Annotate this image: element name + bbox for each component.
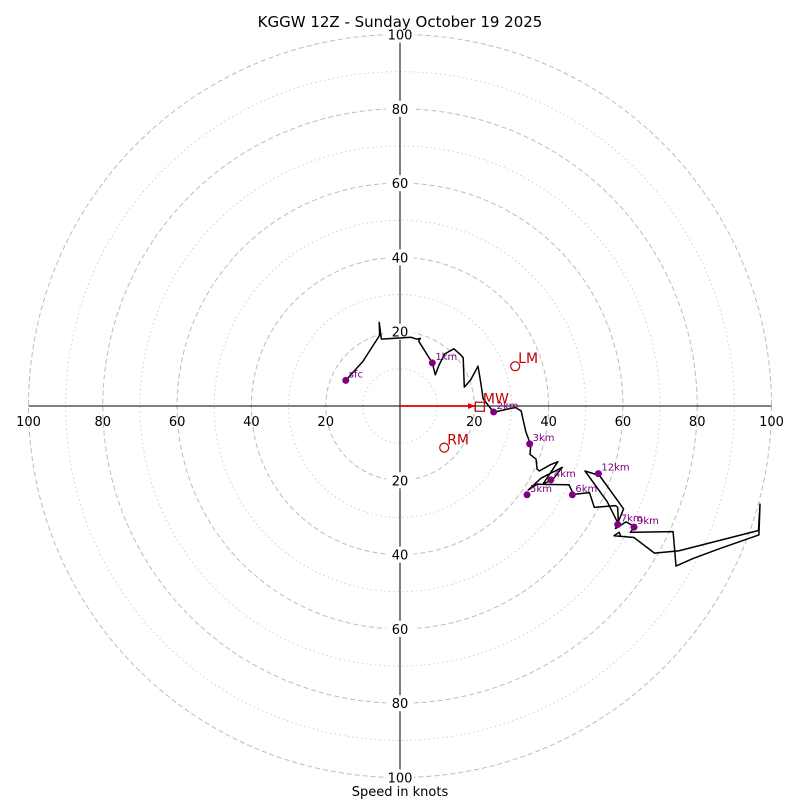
height-label-4km: 4km — [554, 469, 576, 480]
x-axis-label: Speed in knots — [352, 785, 449, 800]
hodograph-series — [345, 321, 761, 567]
height-marker-2km — [490, 408, 498, 416]
motion-label-rm: RM — [447, 433, 469, 449]
x-tick-label: 60 — [615, 415, 632, 430]
height-marker-4km — [547, 476, 555, 484]
motion-label-lm: LM — [518, 351, 538, 367]
y-tick-label: 60 — [392, 177, 409, 192]
height-marker-9km — [630, 523, 638, 531]
motion-marker-mw — [474, 401, 485, 412]
y-tick-label-bg — [386, 26, 414, 43]
height-label-7km: 7km — [621, 514, 643, 525]
height-marker-12km — [594, 470, 602, 478]
chart-title: KGGW 12Z - Sunday October 19 2025 — [258, 13, 543, 31]
height-marker-sfc — [342, 376, 350, 384]
height-marker-5km — [523, 491, 531, 499]
height-label-sfc: sfc — [349, 369, 363, 380]
motion-marker-lm — [510, 361, 521, 372]
x-tick-label: 100 — [759, 415, 784, 430]
y-tick-label: 20 — [392, 474, 409, 489]
x-tick-label: 80 — [95, 415, 112, 430]
y-tick-label: 60 — [392, 623, 409, 638]
y-tick-label-bg — [386, 695, 414, 712]
y-tick-label-bg — [386, 620, 414, 637]
x-tick-label: 80 — [689, 415, 706, 430]
height-marker-6km — [568, 491, 576, 499]
y-tick-label: 40 — [392, 549, 409, 564]
y-tick-label: 80 — [392, 103, 409, 118]
height-marker-1km — [428, 359, 436, 367]
y-tick-label-bg — [386, 249, 414, 266]
x-tick-label: 40 — [540, 415, 557, 430]
height-label-12km: 12km — [601, 463, 629, 474]
x-tick-label: 60 — [169, 415, 186, 430]
y-tick-label: 40 — [392, 251, 409, 266]
height-label-6km: 6km — [575, 484, 597, 495]
height-marker-7km — [614, 521, 622, 529]
y-tick-label: 100 — [388, 29, 413, 44]
height-label-2km: 2km — [497, 401, 519, 412]
y-tick-label-bg — [386, 175, 414, 192]
x-tick-label: 20 — [317, 415, 334, 430]
y-tick-label-bg — [386, 546, 414, 563]
height-label-3km: 3km — [533, 433, 555, 444]
storm-motion-markers: LM RM MW — [439, 351, 538, 453]
height-label-9km: 9km — [637, 516, 659, 527]
y-tick-label-bg — [386, 323, 414, 340]
y-tick-label: 20 — [392, 326, 409, 341]
x-tick-label: 20 — [466, 415, 483, 430]
x-tick-label: 100 — [16, 415, 41, 430]
y-tick-label: 100 — [388, 772, 413, 787]
y-tick-label-bg — [386, 100, 414, 117]
motion-label-mw: MW — [483, 392, 509, 408]
height-label-5km: 5km — [530, 484, 552, 495]
y-tick-label: 80 — [392, 697, 409, 712]
motion-marker-rm — [439, 442, 450, 453]
height-label-1km: 1km — [435, 352, 457, 363]
x-tick-label: 40 — [243, 415, 260, 430]
shear-vector-arrowhead — [468, 403, 476, 409]
hodograph-trace — [345, 321, 761, 567]
tick-labels: 100 80 60 40 20 20 40 60 80 100 100 80 60 40 20 20 40 60 8… — [16, 26, 784, 787]
height-marker-3km — [526, 440, 534, 448]
y-tick-label-bg — [386, 769, 414, 786]
y-tick-label-bg — [386, 472, 414, 489]
